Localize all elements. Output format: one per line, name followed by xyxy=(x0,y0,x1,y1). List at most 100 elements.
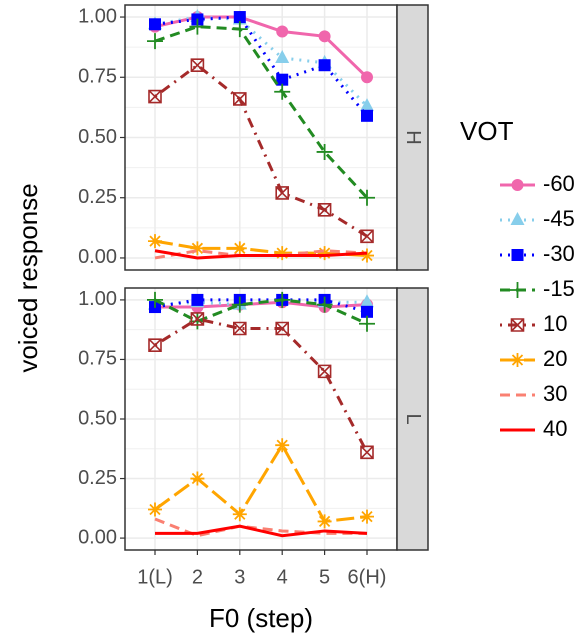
legend-key-marker xyxy=(510,353,525,367)
point xyxy=(360,294,374,308)
legend-label: -30 xyxy=(543,241,575,266)
legend-key-marker xyxy=(510,212,525,225)
point xyxy=(148,89,162,104)
point xyxy=(360,509,374,524)
point xyxy=(359,189,375,206)
legend-key-marker xyxy=(511,249,524,261)
point xyxy=(233,321,247,336)
series-line xyxy=(154,63,368,238)
point xyxy=(317,246,332,261)
point xyxy=(318,30,331,43)
series-line xyxy=(155,524,368,538)
point xyxy=(190,312,205,326)
x-tick-label: 5 xyxy=(319,566,330,588)
y-tick-label: 0.00 xyxy=(78,246,117,268)
point xyxy=(317,364,332,379)
point xyxy=(275,321,289,336)
point xyxy=(360,229,374,244)
series-line xyxy=(154,442,368,524)
point xyxy=(276,25,289,38)
point xyxy=(361,71,373,84)
x-tick-label: 1(L) xyxy=(137,566,173,588)
point xyxy=(148,338,162,352)
point xyxy=(275,438,290,453)
point xyxy=(232,507,247,522)
legend-label: -60 xyxy=(543,171,575,196)
legend-label: 20 xyxy=(543,346,567,371)
y-tick-label: 0.75 xyxy=(78,66,117,88)
point xyxy=(190,471,205,486)
x-axis-title: F0 (step) xyxy=(209,603,313,633)
point xyxy=(190,58,205,73)
y-axis-title: voiced response xyxy=(13,183,43,372)
point xyxy=(274,291,291,308)
point xyxy=(149,18,161,31)
x-tick-label: 4 xyxy=(277,566,288,588)
y-tick-label: 0.00 xyxy=(78,526,117,548)
point xyxy=(360,248,374,263)
legend-label: 30 xyxy=(543,381,567,406)
x-tick-label: 2 xyxy=(192,566,203,588)
legend-label: 10 xyxy=(543,311,567,336)
point xyxy=(233,92,247,106)
point xyxy=(361,109,373,122)
y-tick-label: 1.00 xyxy=(78,5,117,27)
series-line xyxy=(154,239,368,258)
point xyxy=(190,241,205,256)
series-line xyxy=(154,298,368,326)
point xyxy=(232,241,247,256)
y-tick-label: 0.25 xyxy=(78,467,117,489)
series-line xyxy=(154,15,369,117)
point xyxy=(318,59,331,72)
legend-label: -45 xyxy=(543,206,575,231)
x-tick-label: 3 xyxy=(234,566,245,588)
y-tick-label: 1.00 xyxy=(78,288,117,310)
point xyxy=(147,33,163,50)
y-tick-label: 0.75 xyxy=(78,348,117,370)
legend-key-marker xyxy=(509,282,526,298)
point xyxy=(191,293,204,306)
series-line xyxy=(154,25,369,199)
point xyxy=(360,98,374,112)
point xyxy=(275,186,289,200)
facet-label: L xyxy=(402,413,424,424)
series-group xyxy=(147,291,375,538)
point xyxy=(233,11,246,24)
point xyxy=(148,502,162,517)
point xyxy=(360,445,374,460)
legend-key-marker xyxy=(510,318,525,332)
y-tick-label: 0.25 xyxy=(78,186,117,208)
point xyxy=(317,514,332,529)
point xyxy=(189,18,206,35)
point xyxy=(275,246,290,261)
point xyxy=(317,202,332,217)
point xyxy=(148,234,162,249)
legend-label: 40 xyxy=(543,416,567,441)
series-line xyxy=(154,15,369,79)
series-line xyxy=(154,249,368,260)
point xyxy=(275,50,290,63)
point xyxy=(316,143,333,160)
point xyxy=(359,315,375,332)
point xyxy=(276,73,289,86)
point xyxy=(231,21,248,38)
legend-key-marker xyxy=(511,179,524,191)
series-line xyxy=(154,298,368,314)
point xyxy=(361,305,373,318)
point xyxy=(274,83,291,100)
point xyxy=(147,291,163,308)
y-tick-label: 0.50 xyxy=(78,126,117,148)
series-line xyxy=(154,249,368,260)
facet-strip xyxy=(396,4,429,271)
point xyxy=(316,296,333,313)
legend-title: VOT xyxy=(460,116,514,146)
facet-strip xyxy=(396,287,429,551)
y-tick-label: 0.50 xyxy=(78,407,117,429)
facet-label: H xyxy=(402,130,424,144)
legend-label: -15 xyxy=(543,276,575,301)
x-tick-label: 6(H) xyxy=(348,566,387,588)
series-line xyxy=(154,317,369,454)
series-group xyxy=(147,9,375,263)
point xyxy=(231,296,248,313)
